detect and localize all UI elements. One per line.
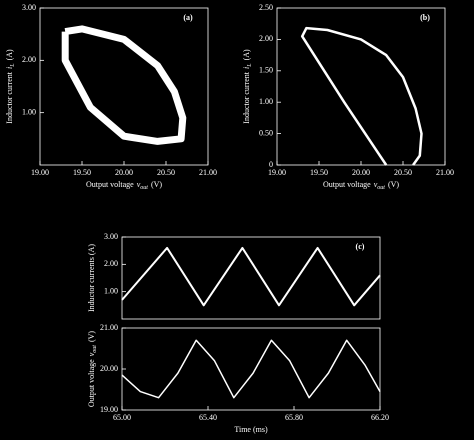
y-axis-label: Inductor currents (A) <box>87 244 96 312</box>
y-tick-label: 1.50 <box>259 66 273 75</box>
x-tick-label: 19.50 <box>73 168 91 177</box>
x-tick-label: 19.50 <box>310 168 328 177</box>
y-axis-label-part: i <box>242 67 251 69</box>
y-tick-label: 1.00 <box>22 107 36 116</box>
x-axis-label: Output voltage vout (V) <box>86 180 162 192</box>
x-axis-label: Time (ms) <box>234 425 268 434</box>
y-axis-label-part: Inductor current <box>242 71 251 124</box>
data-line <box>121 339 381 399</box>
x-tick-label: 65.00 <box>113 413 131 422</box>
panel-label: (c) <box>356 242 365 251</box>
x-tick-label: 20.50 <box>394 168 412 177</box>
y-tick-label: 3.00 <box>22 3 36 12</box>
y-tick-label: 2.00 <box>104 259 118 268</box>
y-tick-label: 2.00 <box>259 34 273 43</box>
y-axis-label-part: Output voltage <box>87 359 96 407</box>
y-axis-label-part: Inductor current <box>5 71 14 124</box>
x-tick-label: 20.50 <box>157 168 175 177</box>
y-tick-label: 0.50 <box>259 128 273 137</box>
y-axis-label-part: (A) <box>242 49 251 60</box>
x-axis-label: Output voltage vout (V) <box>323 180 399 192</box>
x-axis-label-part: out <box>140 185 148 191</box>
x-tick-label: 21.00 <box>436 168 454 177</box>
x-axis-label-part: v <box>137 180 141 189</box>
y-tick-label: 0 <box>269 160 273 169</box>
y-tick-label: 19.00 <box>100 405 118 414</box>
x-tick-label: 20.00 <box>115 168 133 177</box>
panel-label: (b) <box>420 13 430 22</box>
y-tick-label: 2.50 <box>259 3 273 12</box>
y-tick-label: 20.00 <box>100 364 118 373</box>
x-axis-label-part: out <box>377 185 385 191</box>
x-axis-label-part: v <box>374 180 378 189</box>
x-tick-label: 66.20 <box>371 413 389 422</box>
y-axis-label-part: v <box>87 352 96 356</box>
y-axis-label: Inductor current iL (A) <box>5 49 17 124</box>
x-tick-label: 20.00 <box>352 168 370 177</box>
y-axis-label-part: (A) <box>5 49 14 60</box>
y-axis-label-part: (V) <box>87 331 96 342</box>
y-axis-label-part: out <box>92 345 98 353</box>
data-line <box>300 26 423 166</box>
y-tick-label: 2.00 <box>22 55 36 64</box>
y-axis-label-part: Inductor currents (A) <box>87 244 96 312</box>
data-line <box>121 246 381 307</box>
y-axis-label-part: L <box>247 63 253 68</box>
y-tick-label: 3.00 <box>104 232 118 241</box>
x-tick-label: 65.80 <box>285 413 303 422</box>
panel-label: (a) <box>183 13 193 22</box>
plot-frame <box>121 327 381 411</box>
x-axis-label-part: (V) <box>388 180 399 189</box>
x-tick-label: 19.00 <box>268 168 286 177</box>
y-tick-label: 21.00 <box>100 323 118 332</box>
data-line <box>61 25 187 145</box>
x-axis-label-part: Output voltage <box>86 180 134 189</box>
x-tick-label: 21.00 <box>199 168 217 177</box>
y-axis-label: Inductor current iL (A) <box>242 49 254 124</box>
x-axis-label-part: Output voltage <box>323 180 371 189</box>
plot-frame <box>121 236 381 320</box>
x-axis-label-part: Time (ms) <box>234 425 268 434</box>
y-axis-label-part: i <box>5 67 14 69</box>
y-axis-label-part: L <box>10 63 16 68</box>
y-tick-label: 1.00 <box>104 286 118 295</box>
x-axis-label-part: (V) <box>151 180 162 189</box>
x-tick-label: 19.00 <box>31 168 49 177</box>
y-axis-label: Output voltage vout (V) <box>87 331 99 407</box>
y-tick-label: 1.00 <box>259 97 273 106</box>
x-tick-label: 65.40 <box>199 413 217 422</box>
